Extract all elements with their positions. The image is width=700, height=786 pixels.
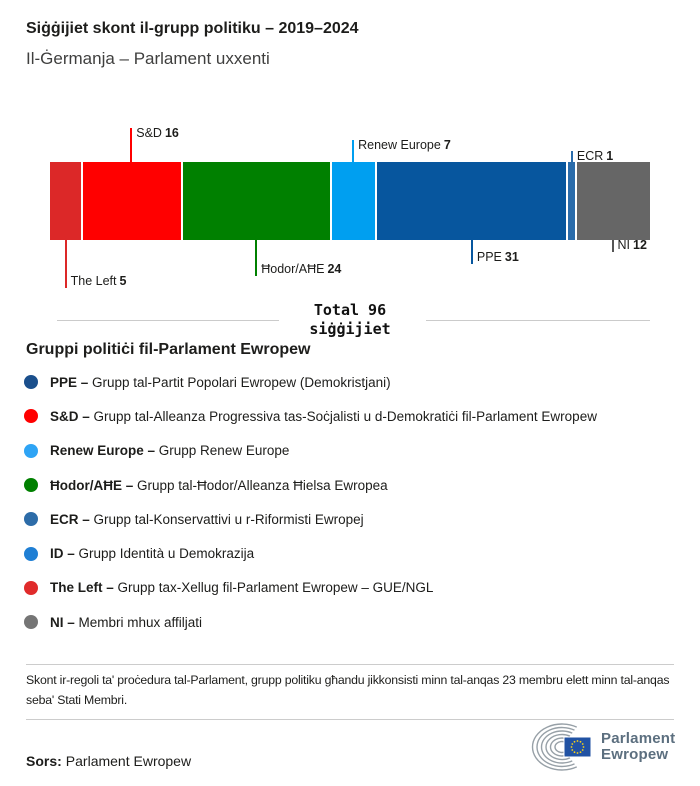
page-subtitle: Il-Ġermanja – Parlament uxxenti	[26, 49, 270, 68]
legend-item: ID – Grupp Identità u Demokrazija	[24, 536, 597, 570]
eu-flag-icon	[563, 736, 592, 758]
legend-group-description: Grupp tal-Konservattivi u r-Riformisti E…	[93, 511, 364, 527]
callout-line	[470, 240, 473, 264]
legend-item: Ħodor/AĦE – Grupp tal-Ħodor/Alleanza Ħie…	[24, 468, 597, 502]
legend-group-description: Grupp Identità u Demokrazija	[78, 546, 255, 562]
footnote: Skont ir-regoli ta' proċedura tal-Parlam…	[26, 673, 670, 707]
callout-line	[611, 240, 614, 252]
callout-label: Ħodor/AĦE 24	[261, 263, 341, 276]
callout-group-name: S&D	[136, 126, 162, 140]
callout-line	[352, 139, 355, 162]
callout-label: PPE 31	[477, 251, 519, 264]
legend-group-name: Ħodor/AĦE –	[50, 477, 138, 493]
total-line-1: Total 96	[313, 301, 387, 319]
callout-label: The Left 5	[71, 275, 127, 288]
legend-item: Renew Europe – Grupp Renew Europe	[24, 434, 597, 468]
legend-item: The Left – Grupp tax-Xellug fil-Parlamen…	[24, 571, 597, 605]
callout-label: NI 12	[618, 239, 647, 252]
callout-group-name: NI	[617, 238, 631, 252]
callout-group-name: Renew Europe	[358, 137, 441, 152]
legend-group-name: ID –	[50, 546, 79, 562]
legend-dot-icon	[24, 546, 38, 561]
legend-dot-icon	[24, 478, 38, 493]
legend-group-description: Grupp tax-Xellug fil-Parlament Ewropew –…	[117, 580, 434, 596]
ep-hemicycle-icon	[531, 723, 592, 771]
legend-group-description: Grupp tal-Alleanza Progressiva tas-Soċja…	[93, 408, 597, 424]
bar-segment	[568, 162, 575, 240]
legend-group-name: S&D –	[50, 408, 94, 424]
footnote-divider-bottom	[26, 719, 674, 720]
total-label: Total 96 siġġijiet	[0, 301, 700, 339]
source-label: Sors:	[26, 753, 62, 769]
legend-group-description: Membri mhux affiljati	[78, 614, 203, 630]
callout-seat-count: 24	[327, 262, 342, 276]
logo-text-line2: Ewropew	[601, 746, 669, 763]
callout-group-name: The Left	[70, 274, 117, 288]
legend-group-description: Grupp tal-Ħodor/Alleanza Ħielsa Ewropea	[137, 477, 388, 493]
callout-label: ECR 1	[577, 150, 613, 163]
legend-group-description: Grupp Renew Europe	[158, 443, 290, 459]
stacked-bar	[50, 162, 650, 240]
callout-group-name: Ħodor/AĦE	[261, 262, 325, 276]
legend-item: S&D – Grupp tal-Alleanza Progressiva tas…	[24, 399, 597, 433]
source-value: Parlament Ewropew	[65, 753, 192, 769]
bar-segment	[331, 162, 375, 240]
legend-dot-icon	[24, 615, 38, 630]
page-title: Siġġijiet skont il-grupp politiku – 2019…	[26, 20, 359, 37]
bar-segment	[576, 162, 650, 240]
total-divider-left	[57, 320, 279, 321]
callout-line	[130, 128, 133, 162]
total-divider-right	[426, 320, 650, 321]
callout-seat-count: 31	[504, 250, 519, 264]
legend: PPE – Grupp tal-Partit Popolari Ewropew …	[24, 365, 597, 639]
callout-seat-count: 16	[164, 126, 179, 140]
bar-segment	[376, 162, 567, 240]
callout-seat-count: 12	[633, 238, 647, 252]
callout-line	[64, 240, 67, 288]
bar-segment	[82, 162, 181, 240]
legend-dot-icon	[24, 580, 38, 595]
legend-group-name: PPE –	[50, 374, 93, 390]
legend-group-name: Renew Europe –	[50, 443, 159, 459]
legend-heading: Gruppi politiċi fil-Parlament Ewropew	[26, 341, 311, 358]
total-line-2: siġġijiet	[309, 320, 391, 338]
callout-seat-count: 1	[606, 149, 614, 163]
bar-segment	[182, 162, 330, 240]
callout-group-name: ECR	[576, 149, 604, 163]
callout-line	[255, 240, 258, 276]
legend-item: ECR – Grupp tal-Konservattivi u r-Riform…	[24, 502, 597, 536]
legend-dot-icon	[24, 443, 38, 458]
callout-label: Renew Europe 7	[358, 137, 451, 152]
callout-seat-count: 7	[443, 137, 451, 152]
source-line: Sors: Parlament Ewropew	[26, 753, 191, 769]
legend-dot-icon	[24, 512, 38, 527]
legend-group-name: NI –	[50, 614, 79, 630]
callout-seat-count: 5	[119, 274, 127, 288]
logo-text-line1: Parlament	[601, 729, 676, 747]
callout-line	[570, 151, 573, 162]
legend-dot-icon	[24, 375, 38, 390]
ep-logo: Parlament Ewropew	[528, 722, 675, 772]
callout-group-name: PPE	[476, 250, 502, 264]
legend-group-name: The Left –	[50, 580, 118, 596]
legend-dot-icon	[24, 409, 38, 424]
legend-item: NI – Membri mhux affiljati	[24, 605, 597, 639]
logo-text: Parlament Ewropew	[601, 729, 676, 764]
footnote-divider-top	[26, 664, 674, 665]
bar-segment	[50, 162, 81, 240]
legend-group-name: ECR –	[50, 511, 94, 527]
legend-group-description: Grupp tal-Partit Popolari Ewropew (Demok…	[92, 374, 391, 390]
callout-label: S&D 16	[136, 127, 179, 140]
legend-item: PPE – Grupp tal-Partit Popolari Ewropew …	[24, 365, 597, 399]
